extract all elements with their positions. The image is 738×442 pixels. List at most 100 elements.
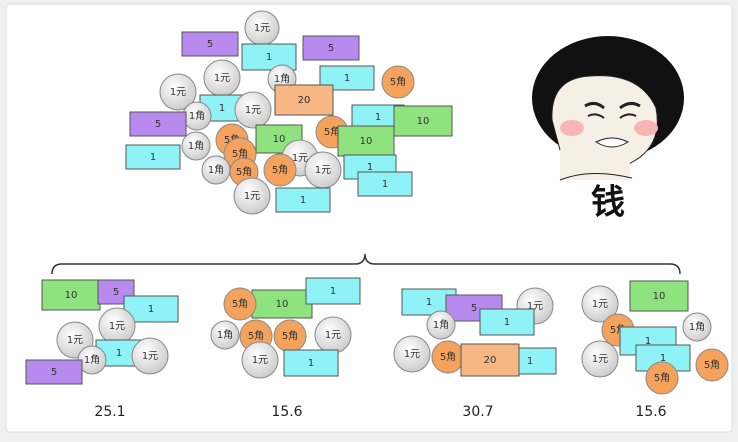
coin-body [581,285,619,323]
bill-label: 1 [266,52,272,63]
bill-label: 1 [300,195,306,206]
bill-label: 1 [344,73,350,84]
caption: 钱 [591,183,625,223]
coin-body [263,153,297,187]
coin: 1角 [201,155,231,185]
coin: 1元 [98,307,136,345]
coin-label: 5角 [232,298,248,310]
bill-label: 5 [328,43,334,54]
bill-label: 1 [330,286,336,297]
bill-label: 1 [219,103,225,114]
coin-body [695,348,729,382]
meme-face [532,36,684,181]
bill-label: 1 [150,152,156,163]
bill-label: 10 [360,136,373,147]
bill: 1 [275,187,331,213]
coin-label: 1角 [188,140,204,152]
bill: 10 [393,105,453,137]
coin-label: 5角 [440,351,456,363]
bill-label: 1 [148,304,154,315]
bill-body [393,105,453,137]
bill: 5 [302,35,360,61]
bill: 1 [305,277,361,305]
coin-label: 1元 [142,351,158,362]
bill-label: 1 [375,112,381,123]
bill-label: 5 [471,303,477,314]
coin: 1元 [393,335,431,373]
bill-label: 5 [207,39,213,50]
coin-body [241,341,279,379]
coin: 1元 [244,10,280,46]
coin-label: 5角 [272,164,288,176]
coin-label: 1元 [315,165,331,176]
coin-label: 5角 [324,126,340,138]
coin: 5角 [645,361,679,395]
coin: 1角 [426,310,456,340]
bill-body [460,343,520,377]
coin-label: 5角 [654,372,670,384]
bill-body [302,35,360,61]
coin-label: 1元 [404,349,420,360]
coin-body [381,65,415,99]
coin-label: 1角 [217,329,233,341]
coin-label: 1元 [292,153,308,164]
coin-label: 1元 [109,321,125,332]
bill-body [129,111,187,137]
coin-label: 1元 [592,299,608,310]
bill-body [305,277,361,305]
coin-label: 1角 [689,321,705,333]
coin: 5角 [695,348,729,382]
bill-label: 1 [660,353,666,364]
coin-label: 1元 [325,330,341,341]
bill-label: 1 [308,358,314,369]
coin: 1角 [682,312,712,342]
coin: 1元 [234,91,272,129]
coin-label: 1元 [67,335,83,346]
coin-body [131,337,169,375]
bill-body [25,359,83,385]
bill-label: 20 [484,355,497,366]
bill-label: 10 [65,290,78,301]
coin-label: 1元 [592,354,608,365]
bill-label: 10 [417,116,430,127]
bill-body [274,84,334,116]
coin-label: 1角 [208,164,224,176]
coin-body [426,310,456,340]
coin-body [393,335,431,373]
bill-body [283,349,339,377]
brace [51,253,681,275]
coin-label: 1元 [170,87,186,98]
coin: 5角 [381,65,415,99]
coin-body [234,91,272,129]
bill: 20 [274,84,334,116]
coin-label: 1元 [252,355,268,366]
coin-label: 1元 [527,301,543,312]
coin-label: 1元 [254,23,270,34]
bill-label: 1 [382,179,388,190]
bill: 5 [25,359,83,385]
bill: 10 [629,280,689,312]
coin-label: 1角 [433,319,449,331]
coin: 5角 [263,153,297,187]
bill-label: 1 [426,297,432,308]
coin-label: 5角 [282,330,298,342]
coin-body [682,312,712,342]
coin-label: 1角 [189,110,205,122]
coin: 1元 [314,316,352,354]
coin: 1元 [581,285,619,323]
group-total: 15.6 [635,404,666,420]
coin: 1元 [131,337,169,375]
coin-label: 1角 [274,73,290,85]
bill-label: 1 [116,348,122,359]
bill: 10 [251,289,313,319]
coin-label: 5角 [390,76,406,88]
bill-body [479,308,535,336]
group-total: 30.7 [462,404,493,420]
coin-label: 5角 [232,148,248,160]
coin: 5角 [273,319,307,353]
coin: 5角 [431,340,465,374]
coin-body [159,73,197,111]
coin-label: 5角 [704,359,720,371]
group-total: 25.1 [94,404,125,420]
bill-body [319,65,375,91]
